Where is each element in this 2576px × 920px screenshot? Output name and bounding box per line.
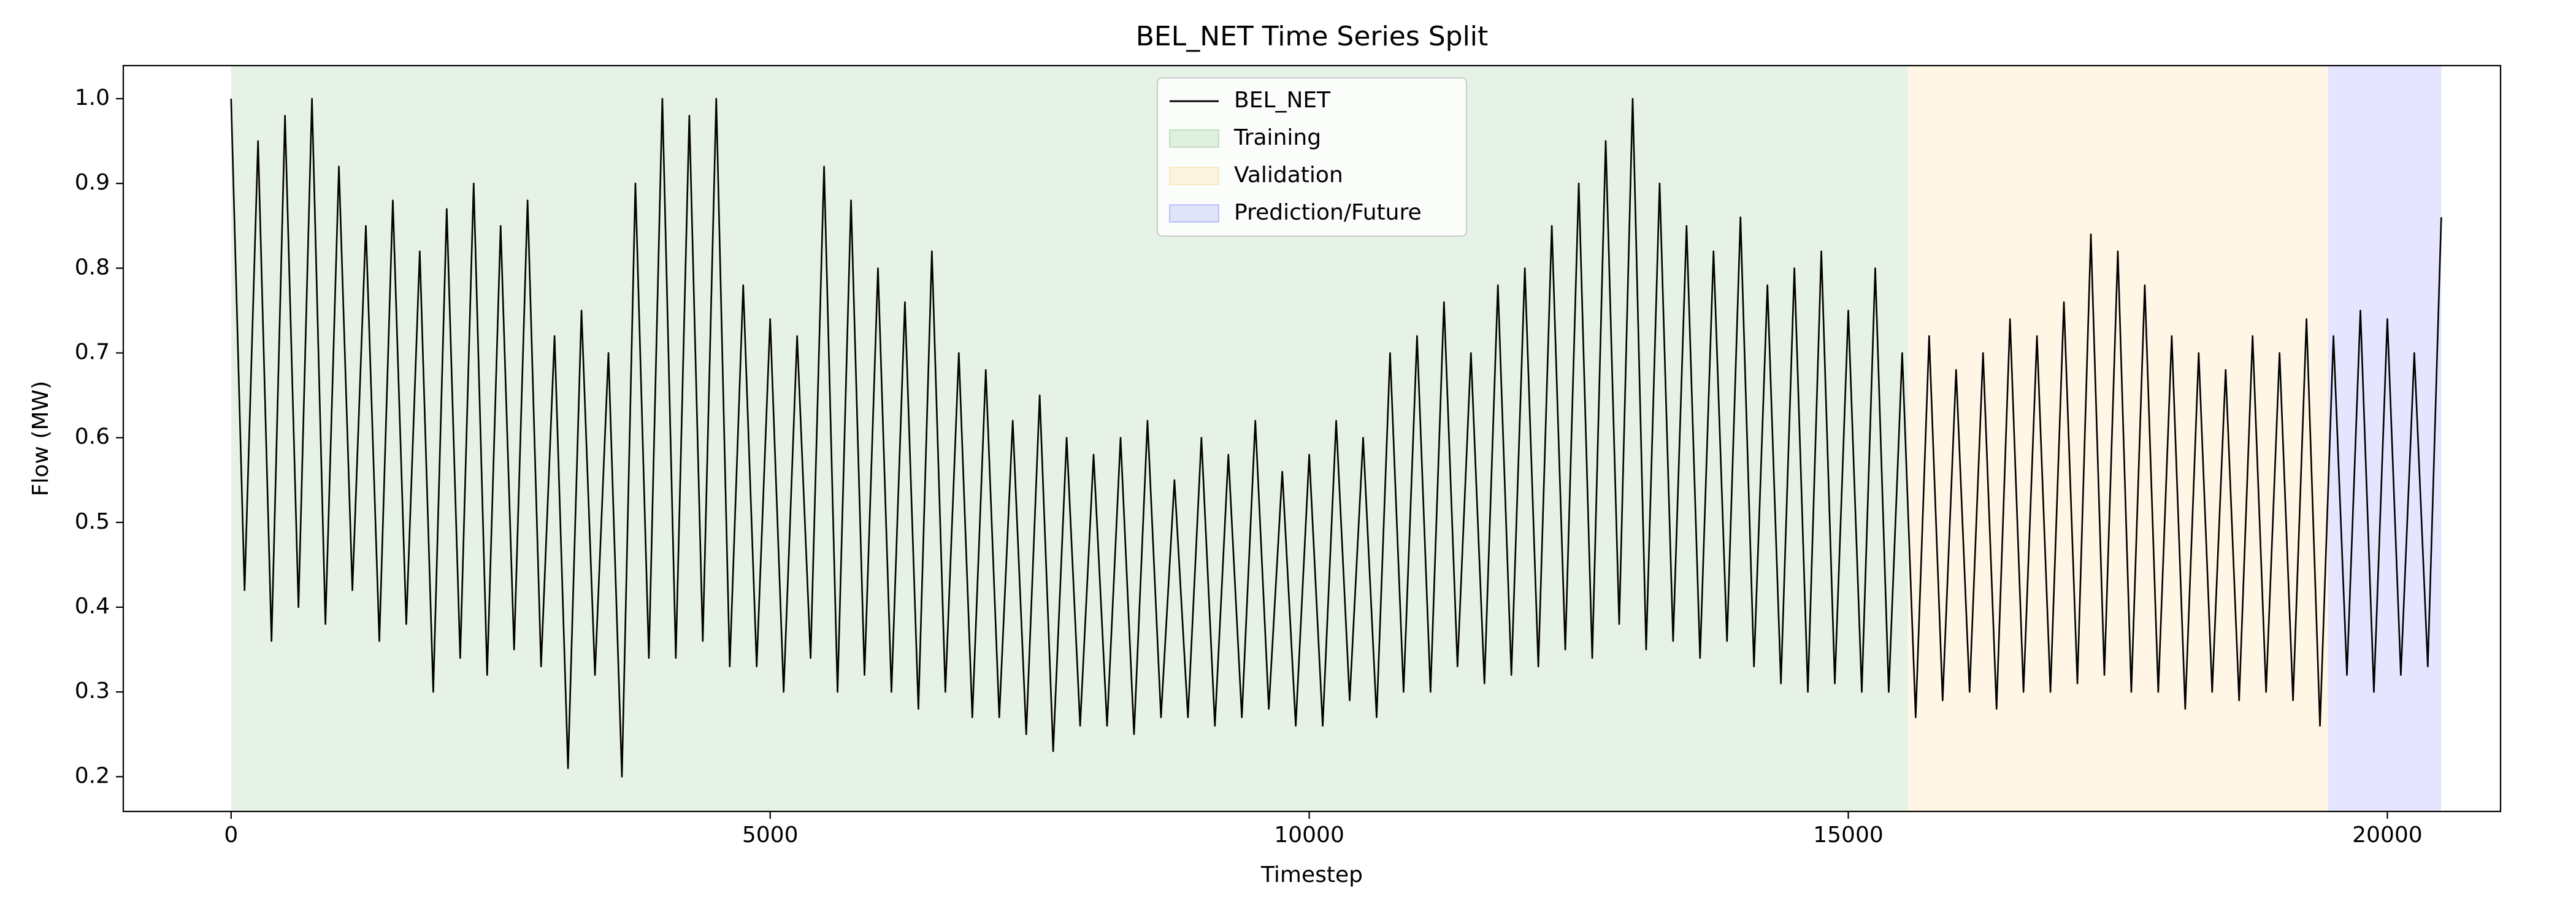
legend-patch [1169,204,1219,223]
x-tick-label: 10000 [1274,822,1344,848]
legend-label: Training [1233,125,1321,150]
span [231,66,1908,811]
legend-label: BEL_NET [1234,88,1331,113]
y-tick-label: 0.9 [75,170,110,195]
y-tick-label: 1.0 [75,85,110,110]
chart-title: BEL_NET Time Series Split [1136,21,1489,52]
x-axis-label: Timestep [1260,862,1363,887]
legend-patch [1169,167,1219,185]
y-axis-label: Flow (MW) [28,381,53,496]
y-tick-label: 0.4 [75,594,110,619]
x-tick-label: 20000 [2352,822,2423,848]
y-tick-label: 0.5 [75,509,110,534]
x-tick-label: 5000 [742,822,799,848]
x-tick-label: 0 [224,822,238,848]
legend-patch [1169,129,1219,148]
span [1907,66,2328,811]
y-tick-label: 0.8 [75,255,110,280]
legend-label: Prediction/Future [1234,200,1422,225]
legend-box [1157,77,1467,237]
legend: BEL_NET Training Validation Prediction/Futu… [1157,77,1467,237]
y-tick-label: 0.6 [75,424,110,450]
y-tick-label: 0.7 [75,339,110,364]
y-tick-label: 0.2 [75,763,110,788]
legend-label: Validation [1234,163,1343,188]
plot-frame [122,64,2502,813]
span [2328,66,2442,811]
data-line [230,98,2442,778]
y-tick-label: 0.3 [75,678,110,703]
x-tick-label: 15000 [1813,822,1884,848]
